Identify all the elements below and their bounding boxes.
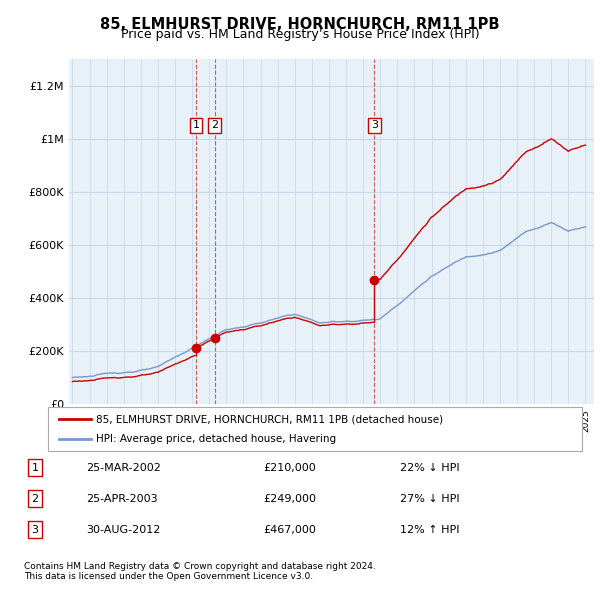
Text: 85, ELMHURST DRIVE, HORNCHURCH, RM11 1PB (detached house): 85, ELMHURST DRIVE, HORNCHURCH, RM11 1PB… [96,414,443,424]
Text: 25-APR-2003: 25-APR-2003 [86,494,158,504]
Text: 3: 3 [32,525,38,535]
Text: 85, ELMHURST DRIVE, HORNCHURCH, RM11 1PB: 85, ELMHURST DRIVE, HORNCHURCH, RM11 1PB [100,17,500,31]
FancyBboxPatch shape [48,407,582,451]
Text: 30-AUG-2012: 30-AUG-2012 [86,525,161,535]
Text: 1: 1 [32,463,38,473]
Text: 12% ↑ HPI: 12% ↑ HPI [400,525,460,535]
Text: HPI: Average price, detached house, Havering: HPI: Average price, detached house, Have… [96,434,336,444]
Text: 1: 1 [193,120,200,130]
Text: 27% ↓ HPI: 27% ↓ HPI [400,494,460,504]
Text: 3: 3 [371,120,378,130]
Text: Price paid vs. HM Land Registry’s House Price Index (HPI): Price paid vs. HM Land Registry’s House … [121,28,479,41]
Text: 25-MAR-2002: 25-MAR-2002 [86,463,161,473]
Text: Contains HM Land Registry data © Crown copyright and database right 2024.
This d: Contains HM Land Registry data © Crown c… [24,562,376,581]
Text: 2: 2 [211,120,218,130]
Text: £467,000: £467,000 [263,525,316,535]
Text: 22% ↓ HPI: 22% ↓ HPI [400,463,460,473]
Text: 2: 2 [32,494,38,504]
Text: £210,000: £210,000 [263,463,316,473]
Text: £249,000: £249,000 [263,494,316,504]
